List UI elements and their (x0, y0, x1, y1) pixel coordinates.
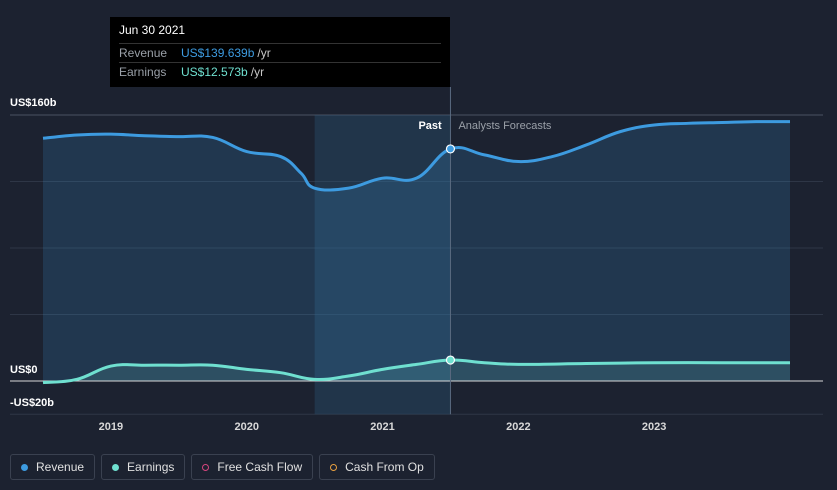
cash-from-op-circle-icon (330, 463, 338, 471)
earnings-dot-icon (112, 463, 120, 471)
y-tick-label-bottom: -US$20b (10, 397, 55, 409)
tooltip-earnings-row: Earnings US$12.573b /yr (119, 62, 441, 81)
tooltip: Jun 30 2021 Revenue US$139.639b /yr Earn… (110, 17, 450, 87)
revenue-area (43, 121, 790, 381)
tooltip-revenue-row: Revenue US$139.639b /yr (119, 43, 441, 62)
earnings-line[interactable] (42, 358, 790, 385)
x-tick-label: 2023 (641, 421, 667, 433)
legend-free-cash-flow-button[interactable]: Free Cash Flow (191, 454, 314, 480)
x-tick-label: 2020 (234, 421, 259, 433)
y-tick-label-top: US$160b (10, 97, 57, 109)
tooltip-earnings-unit: /yr (250, 65, 265, 79)
tooltip-date: Jun 30 2021 (119, 23, 186, 37)
highlight-band (314, 115, 451, 415)
y-tick-label-zero: US$0 (10, 364, 38, 376)
legend-cash-from-op-button[interactable]: Cash From Op (319, 454, 435, 480)
revenue-line[interactable] (42, 120, 791, 192)
x-tick-label: 2019 (98, 421, 124, 433)
x-tick-label: 2021 (370, 421, 395, 433)
x-tick-label: 2022 (506, 421, 531, 433)
tooltip-revenue-value: US$139.639b (181, 46, 255, 60)
tooltip-earnings-value: US$12.573b (181, 65, 248, 79)
forecast-label: Analysts Forecasts (458, 120, 552, 132)
legend-free-cash-flow-label: Free Cash Flow (217, 460, 303, 474)
legend-earnings-button[interactable]: Earnings (101, 454, 186, 480)
tooltip-earnings-label: Earnings (119, 65, 167, 79)
legend: Revenue Earnings Free Cash Flow Cash Fro… (10, 454, 435, 480)
legend-revenue-label: Revenue (36, 460, 85, 474)
revenue-marker (445, 144, 456, 154)
past-label: Past (418, 120, 442, 132)
tooltip-revenue-label: Revenue (119, 46, 168, 60)
legend-cash-from-op-label: Cash From Op (345, 460, 424, 474)
revenue-dot-icon (21, 463, 28, 471)
tooltip-revenue-unit: /yr (257, 46, 271, 60)
free-cash-flow-circle-icon (202, 463, 210, 471)
earnings-marker (445, 355, 456, 365)
legend-earnings-label: Earnings (127, 460, 175, 474)
earnings-area (43, 360, 790, 383)
legend-revenue-button[interactable]: Revenue (10, 454, 96, 480)
